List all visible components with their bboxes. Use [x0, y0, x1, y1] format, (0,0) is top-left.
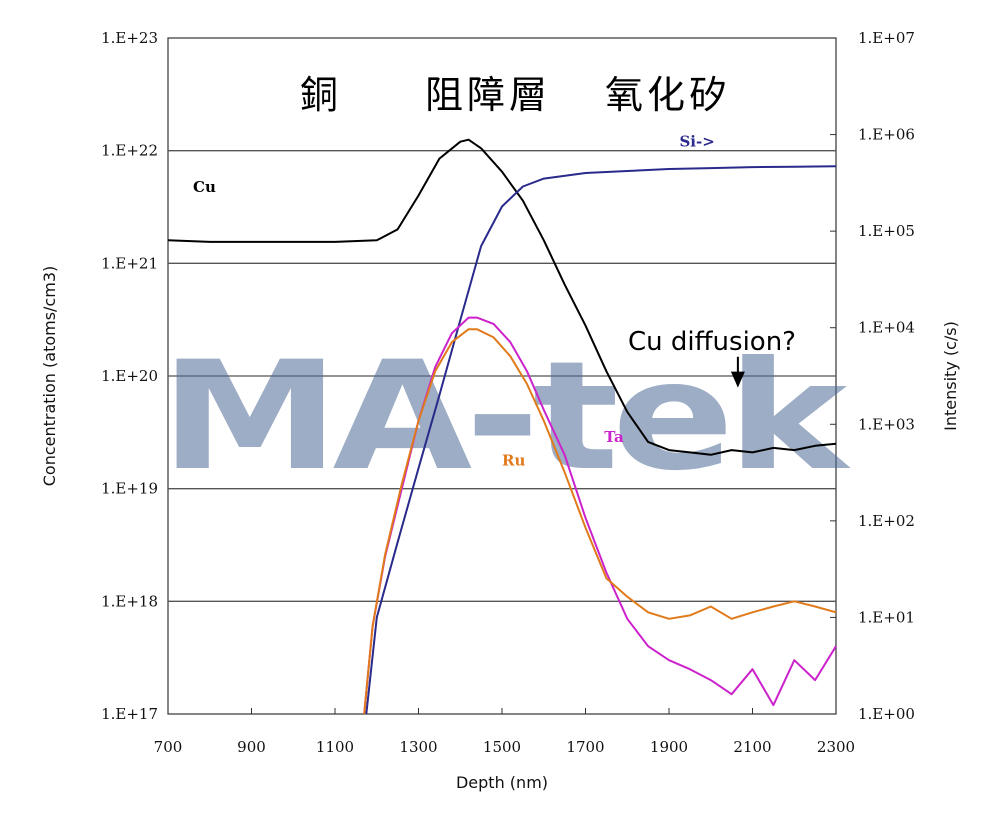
y-left-tick-labels: 1.E+17 1.E+18 1.E+19 1.E+20 1.E+21 1.E+22 1.E+… — [101, 29, 158, 723]
y-right-tick-label: 1.E+06 — [858, 126, 915, 144]
y-left-tick-label: 1.E+21 — [101, 254, 158, 272]
y-right-tick-label: 1.E+03 — [858, 415, 915, 433]
series-label-si: Si-> — [679, 133, 714, 151]
y-right-tick-label: 1.E+05 — [858, 222, 915, 240]
series-labels: Cu Si-> Ta Ru — [193, 133, 715, 470]
y-left-tick-label: 1.E+18 — [101, 592, 158, 610]
series-label-ta: Ta — [604, 428, 624, 446]
y-left-tick-label: 1.E+23 — [101, 29, 158, 47]
y-right-tick-label: 1.E+07 — [858, 29, 915, 47]
x-axis-title: Depth (nm) — [456, 773, 548, 792]
series-label-ru: Ru — [502, 452, 525, 470]
x-tick-label: 700 — [154, 738, 183, 756]
annotation: Cu diffusion? — [628, 327, 796, 388]
x-tick-label: 1900 — [650, 738, 688, 756]
y-left-tick-label: 1.E+22 — [101, 142, 158, 160]
x-tick-labels: 700 900 1100 1300 1500 1700 1900 2100 2300 — [154, 708, 855, 756]
y-right-tick-label: 1.E+04 — [858, 319, 915, 337]
series-line-cu — [167, 138, 837, 456]
region-labels: 銅 阻障層 氧化矽 — [300, 73, 731, 117]
y-right-tick-labels: 1.E+00 1.E+01 1.E+02 1.E+03 1.E+04 1.E+05 1.E+… — [830, 29, 915, 723]
watermark-layer: MA-tek — [160, 330, 857, 504]
watermark: MA-tek — [160, 330, 851, 504]
annotation-text: Cu diffusion? — [628, 327, 796, 357]
y-right-tick-label: 1.E+00 — [858, 705, 915, 723]
annotation-arrow-head — [730, 371, 745, 388]
grid-lines — [168, 150, 836, 602]
x-tick-label: 2300 — [817, 738, 855, 756]
y-right-tick-label: 1.E+01 — [858, 608, 915, 626]
series-line-ru — [363, 328, 837, 715]
y-left-tick-label: 1.E+17 — [101, 705, 158, 723]
region-label-copper: 銅 — [300, 73, 342, 117]
x-tick-label: 1300 — [399, 738, 437, 756]
y-left-axis-title: Concentration (atoms/cm3) — [40, 266, 59, 487]
x-tick-label: 900 — [237, 738, 266, 756]
x-tick-label: 1100 — [316, 738, 354, 756]
series-line-si — [365, 165, 837, 715]
y-left-tick-label: 1.E+20 — [101, 367, 158, 385]
y-right-axis-title: Intensity (c/s) — [941, 321, 960, 431]
x-tick-label: 1500 — [483, 738, 521, 756]
y-left-tick-label: 1.E+19 — [101, 480, 158, 498]
region-label-oxide: 氧化矽 — [605, 73, 731, 117]
series-label-cu: Cu — [193, 178, 216, 196]
y-right-tick-label: 1.E+02 — [858, 512, 915, 530]
x-tick-label: 1700 — [566, 738, 604, 756]
series-layer — [167, 138, 837, 715]
x-tick-label: 2100 — [733, 738, 771, 756]
region-label-barrier: 阻障層 — [425, 73, 551, 117]
